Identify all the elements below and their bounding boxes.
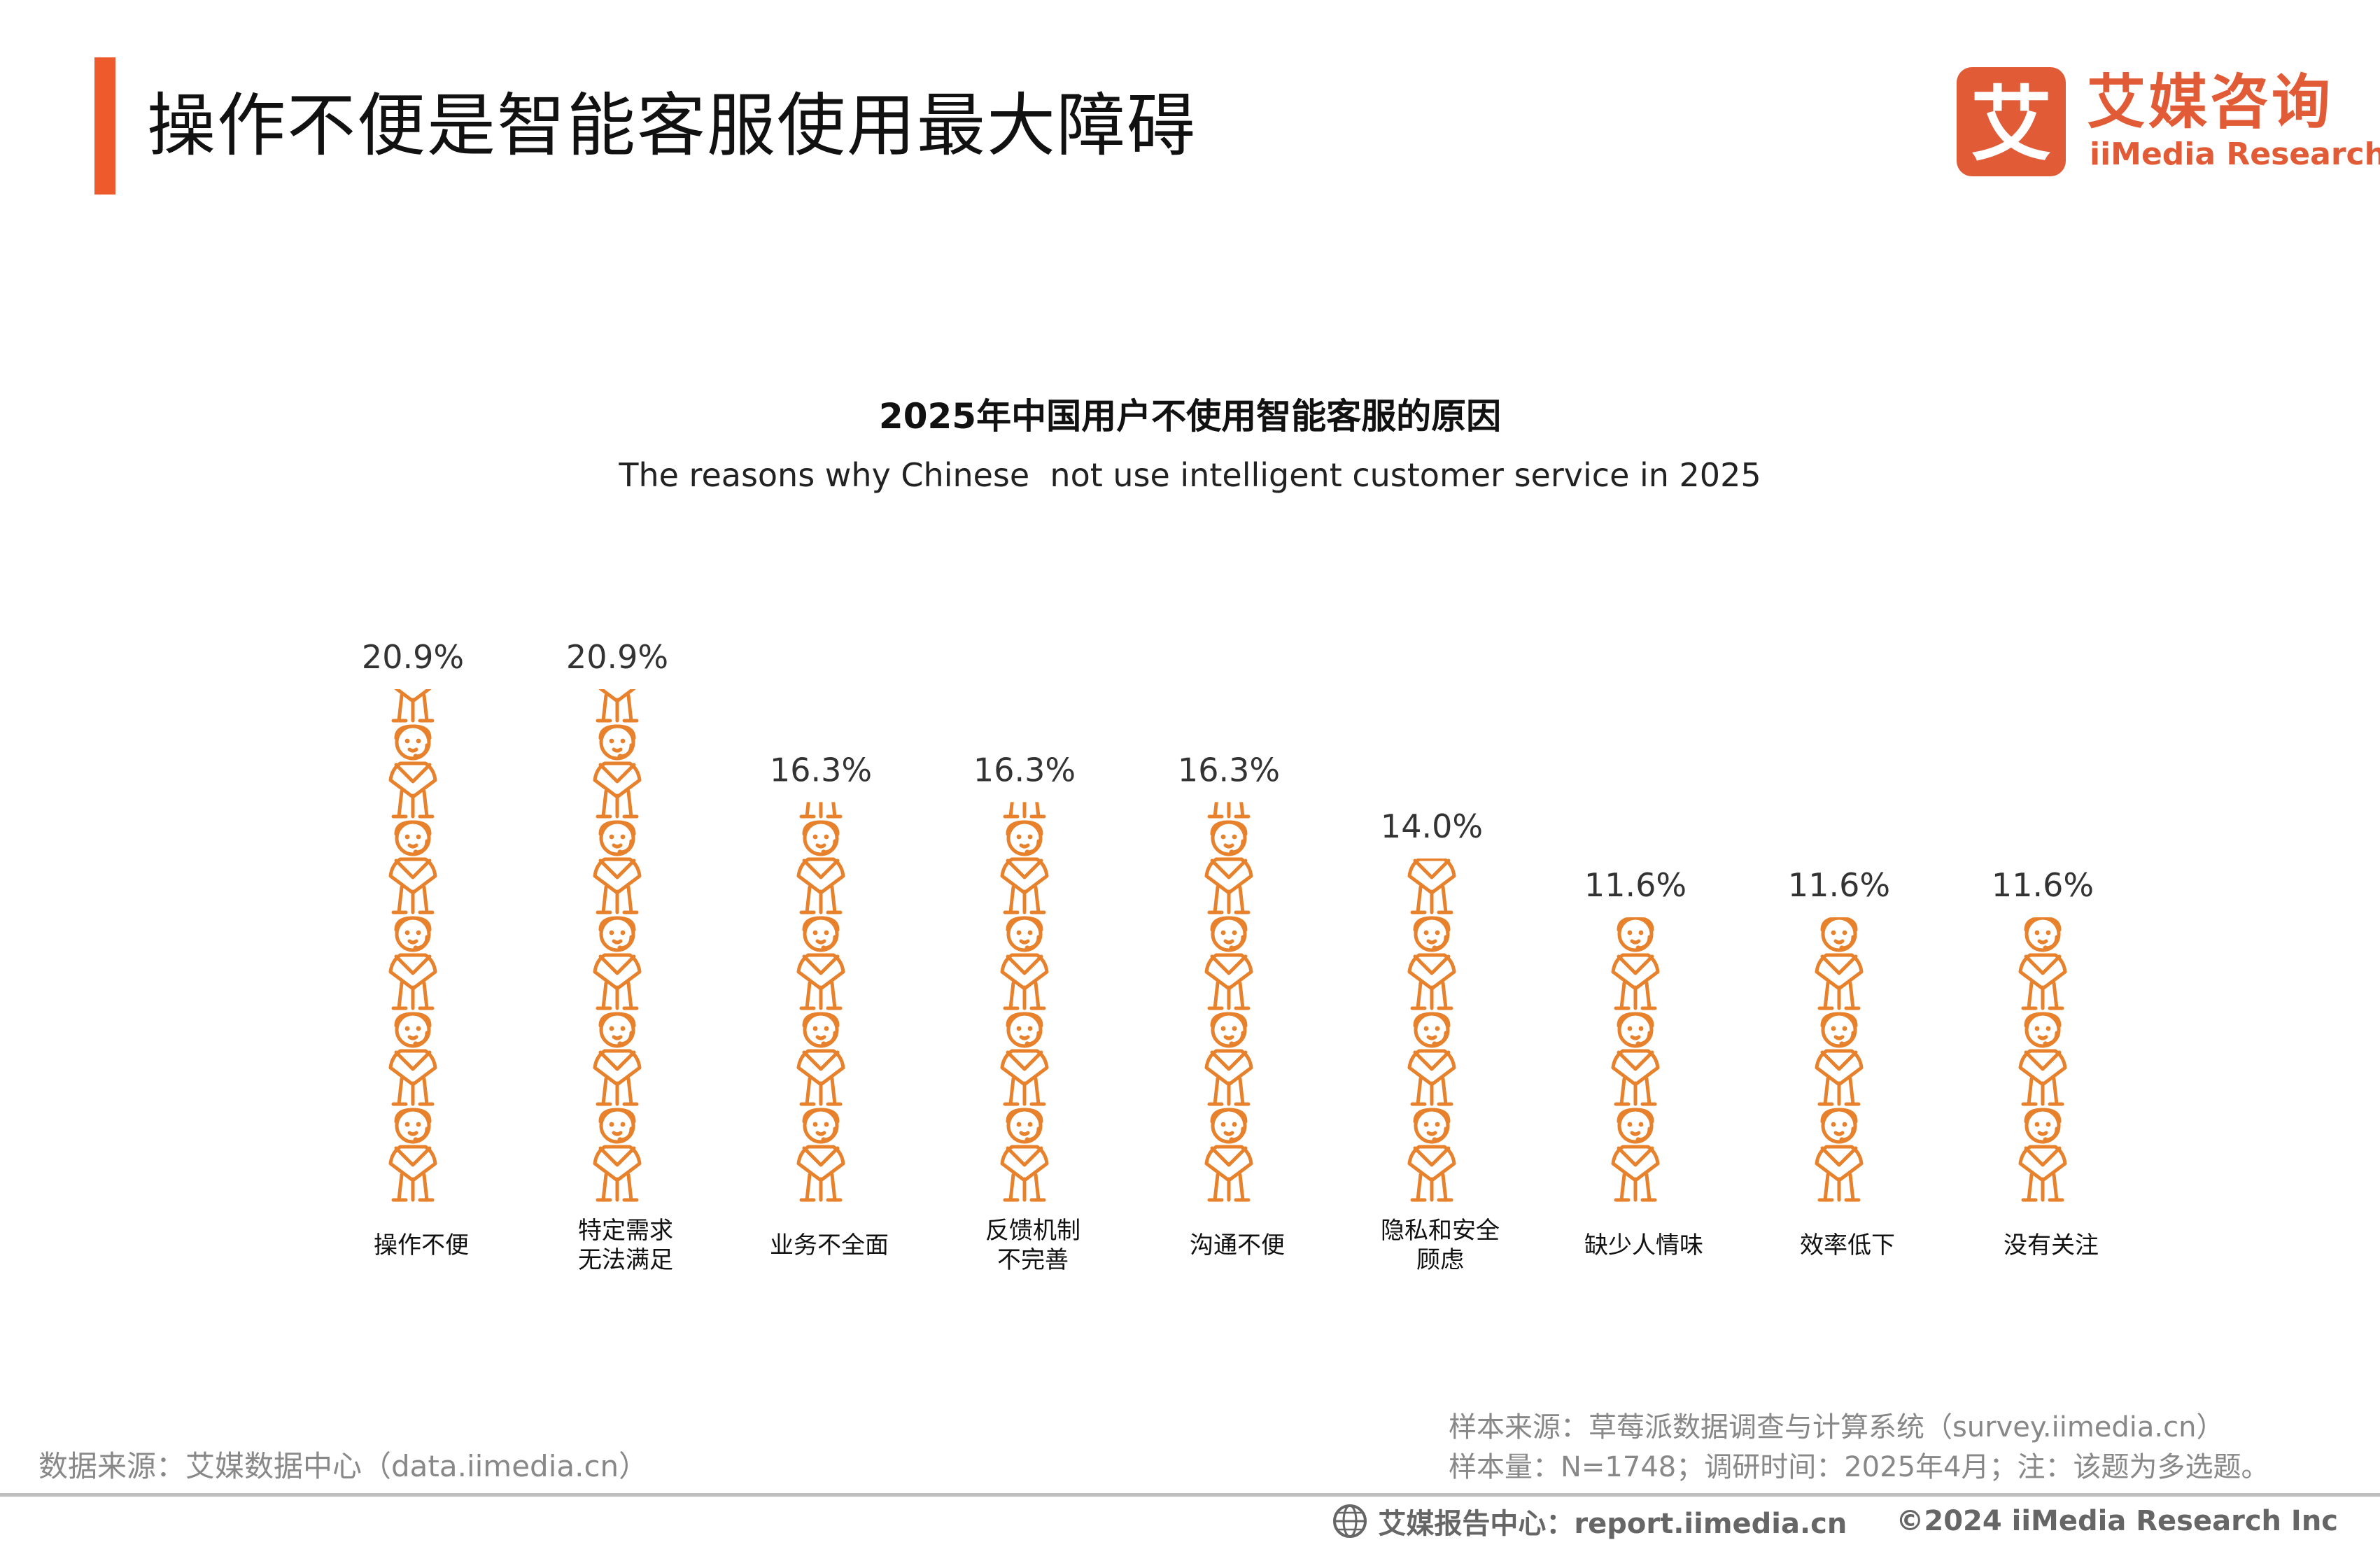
pictograph-column <box>1407 858 1456 1202</box>
customer-service-person-icon <box>1611 917 1660 1010</box>
pictograph-column <box>2018 917 2067 1202</box>
brand-logo: 艾 艾媒咨询 iiMedia Research <box>1957 67 2380 179</box>
logo-name-cn: 艾媒咨询 <box>2087 68 2334 136</box>
category-label: 不完善 <box>997 1246 1069 1274</box>
customer-service-person-icon <box>796 916 845 1010</box>
category-label: 无法满足 <box>578 1246 673 1274</box>
customer-service-person-icon <box>1207 802 1251 819</box>
pictograph-column <box>1204 802 1253 1202</box>
customer-service-person-icon <box>1003 802 1046 819</box>
sample-source: 样本来源：草莓派数据调查与计算系统（survey.iimedia.cn） <box>1449 1411 2225 1443</box>
value-label: 16.3% <box>770 751 872 789</box>
page-title: 操作不便是智能客服使用最大障碍 <box>147 86 1197 166</box>
category-label: 效率低下 <box>1800 1231 1895 1259</box>
customer-service-person-icon <box>388 1108 437 1202</box>
customer-service-person-icon <box>799 802 843 819</box>
pictograph-column <box>1000 802 1049 1202</box>
customer-service-person-icon <box>1407 858 1456 914</box>
customer-service-person-icon <box>388 820 437 914</box>
copyright: ©2024 iiMedia Research Inc <box>1896 1505 2338 1537</box>
category-label: 操作不便 <box>374 1231 469 1259</box>
customer-service-person-icon <box>593 916 642 1010</box>
report-center-link[interactable]: 艾媒报告中心：report.iimedia.cn <box>1378 1508 1847 1540</box>
customer-service-person-icon <box>796 1108 845 1202</box>
customer-service-person-icon <box>1407 1108 1456 1202</box>
sample-notes: 样本来源：草莓派数据调查与计算系统（survey.iimedia.cn） 样本量… <box>1449 1408 2269 1488</box>
customer-service-person-icon <box>2018 917 2067 1010</box>
customer-service-person-icon <box>1204 1108 1253 1202</box>
customer-service-person-icon <box>1815 1108 1864 1202</box>
customer-service-person-icon <box>1204 916 1253 1010</box>
pictograph-column <box>1815 917 1864 1202</box>
customer-service-person-icon <box>796 820 845 914</box>
value-label: 16.3% <box>1178 751 1280 789</box>
category-label: 特定需求 <box>578 1217 673 1245</box>
customer-service-person-icon <box>1611 1012 1660 1106</box>
customer-service-person-icon <box>2018 1108 2067 1202</box>
customer-service-person-icon <box>1000 820 1049 914</box>
customer-service-person-icon <box>593 1108 642 1202</box>
customer-service-person-icon <box>1815 1012 1864 1106</box>
value-label: 11.6% <box>1992 866 2094 904</box>
customer-service-person-icon <box>391 689 435 723</box>
value-label: 11.6% <box>1788 866 1890 904</box>
customer-service-person-icon <box>1204 820 1253 914</box>
customer-service-person-icon <box>388 724 437 819</box>
chart-title: 2025年中国用户不使用智能客服的原因 <box>878 396 1502 437</box>
customer-service-person-icon <box>596 689 639 723</box>
customer-service-person-icon <box>796 1012 845 1106</box>
customer-service-person-icon <box>1815 917 1864 1010</box>
category-label: 缺少人情味 <box>1584 1231 1703 1259</box>
value-label: 20.9% <box>566 638 668 676</box>
customer-service-person-icon <box>593 724 642 819</box>
logo-mark-char: 艾 <box>1971 78 2052 172</box>
customer-service-person-icon <box>388 1012 437 1106</box>
customer-service-person-icon <box>2018 1012 2067 1106</box>
title-accent-bar <box>94 57 115 195</box>
customer-service-person-icon <box>1000 1108 1049 1202</box>
footer-divider <box>0 1493 2380 1497</box>
customer-service-person-icon <box>1611 1108 1660 1202</box>
chart-subtitle: The reasons why Chinese not use intellig… <box>619 456 1761 494</box>
category-label: 沟通不便 <box>1190 1231 1285 1259</box>
pictograph-column <box>1611 917 1660 1202</box>
value-label: 16.3% <box>973 751 1076 789</box>
customer-service-person-icon <box>1000 916 1049 1010</box>
customer-service-person-icon <box>593 820 642 914</box>
value-label: 14.0% <box>1381 807 1483 845</box>
customer-service-person-icon <box>593 1012 642 1106</box>
category-label: 隐私和安全 <box>1381 1217 1500 1245</box>
footer: 艾媒报告中心：report.iimedia.cn ©2024 iiMedia R… <box>1332 1500 2338 1542</box>
customer-service-person-icon <box>1204 1012 1253 1106</box>
category-label: 没有关注 <box>2004 1231 2099 1259</box>
customer-service-person-icon <box>1000 1012 1049 1106</box>
sample-size-note: 样本量：N=1748；调研时间：2025年4月；注：该题为多选题。 <box>1449 1451 2269 1483</box>
pictograph-column <box>593 689 642 1202</box>
logo-name-en: iiMedia Research <box>2090 136 2380 172</box>
value-label: 20.9% <box>362 638 464 676</box>
customer-service-person-icon <box>1407 916 1456 1010</box>
category-label: 业务不全面 <box>770 1231 889 1259</box>
customer-service-person-icon <box>388 916 437 1010</box>
data-source: 数据来源：艾媒数据中心（data.iimedia.cn） <box>38 1449 649 1483</box>
pictograph-column <box>796 802 845 1202</box>
category-label: 反馈机制 <box>985 1217 1080 1245</box>
value-label: 11.6% <box>1584 866 1687 904</box>
pictograph-column <box>388 689 437 1202</box>
globe-icon <box>1333 1504 1367 1538</box>
iimedia-logo-icon: 艾 <box>1957 67 2066 176</box>
category-label: 顾虑 <box>1416 1246 1464 1274</box>
customer-service-person-icon <box>1407 1012 1456 1106</box>
